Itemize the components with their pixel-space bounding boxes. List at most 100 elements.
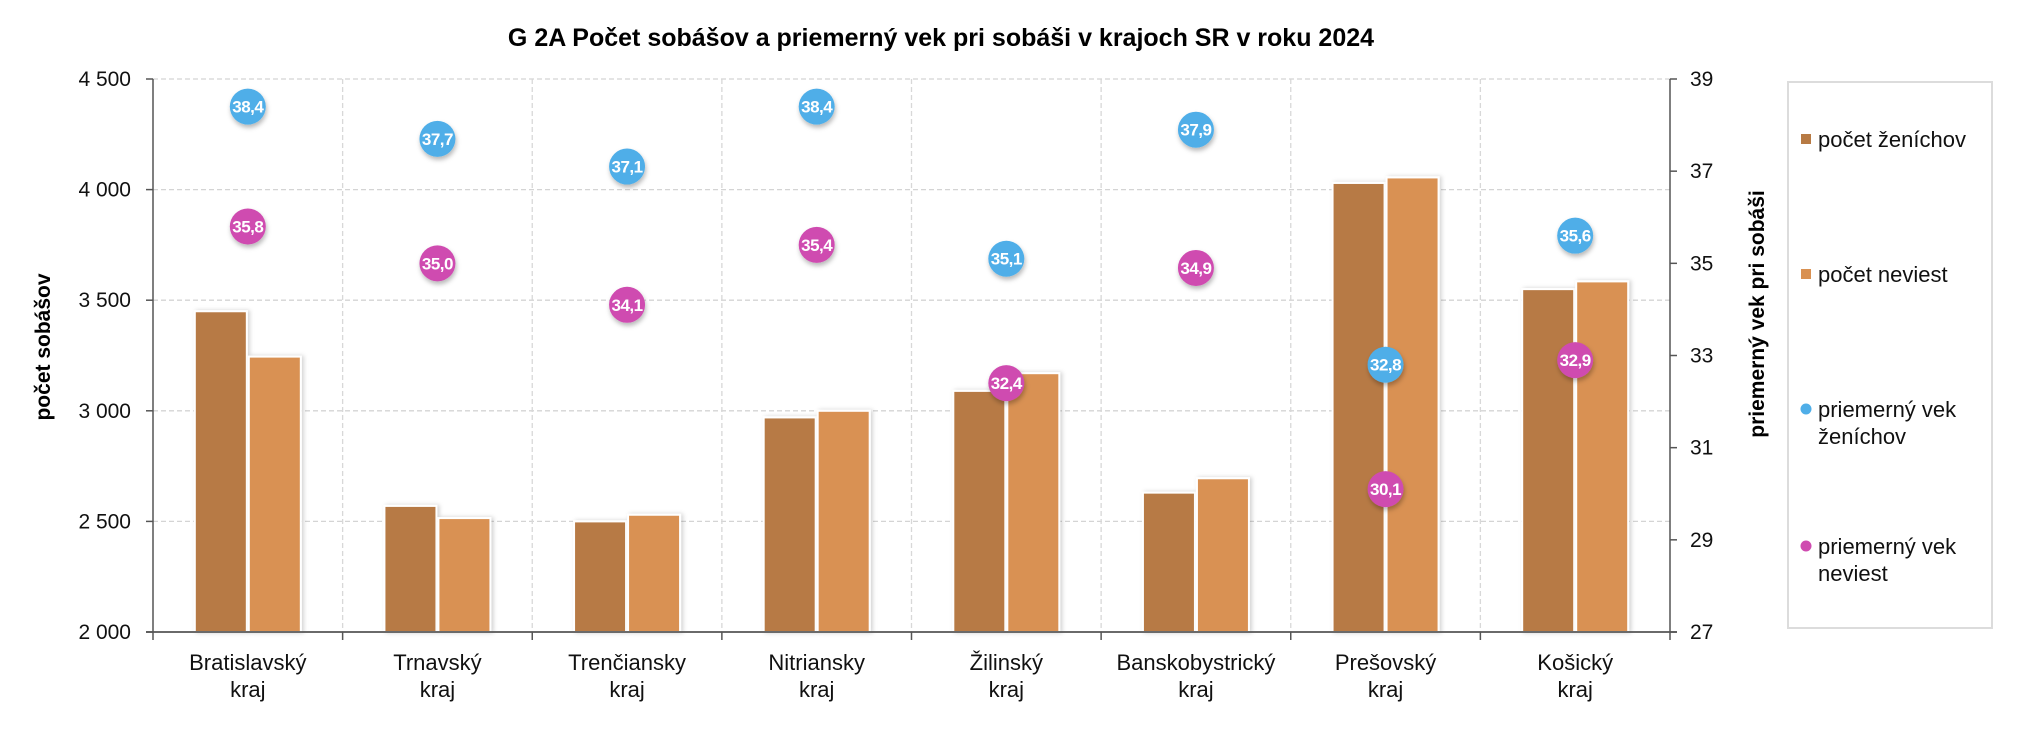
point-label: 37,9 (1180, 121, 1211, 140)
y-tick-label: 3 000 (78, 400, 131, 423)
bar-zenichov (952, 389, 1007, 633)
point-vek-zenichov: 38,4 (798, 88, 835, 125)
point-vek-neviest: 34,9 (1177, 249, 1214, 286)
legend-label: priemerný vek (1818, 534, 1957, 559)
category-label: kraj (609, 677, 644, 702)
point-vek-zenichov: 35,6 (1557, 217, 1594, 254)
bar-zenichov (762, 416, 817, 633)
bar-zenichov (383, 504, 438, 633)
point-vek-zenichov: 37,7 (419, 120, 456, 157)
point-marker (229, 208, 266, 245)
category-label: Prešovský (1335, 650, 1436, 675)
point-marker (1557, 217, 1594, 254)
point-label: 34,9 (1180, 259, 1211, 278)
y-axis-title: počet sobášov (32, 273, 55, 420)
y2-axis-title: priemerný vek pri sobáši (1746, 190, 1769, 437)
point-label: 35,8 (232, 217, 263, 236)
y2-tick-label: 29 (1690, 529, 1713, 552)
point-marker (609, 148, 646, 185)
point-marker (988, 365, 1025, 402)
point-marker (419, 120, 456, 157)
bar-zenichov (193, 310, 248, 633)
points: 38,4 37,7 37,1 38,4 35,1 37,9 32,8 35,6 35,8 35,0… (229, 88, 1594, 508)
point-vek-neviest: 35,8 (229, 208, 266, 245)
chart-title: G 2A Počet sobášov a priemerný vek pri s… (508, 24, 1374, 52)
category-label: kraj (989, 677, 1024, 702)
point-marker (1367, 471, 1404, 508)
point-marker (609, 286, 646, 323)
y2-tick-label: 37 (1690, 160, 1713, 183)
point-vek-zenichov: 38,4 (229, 88, 266, 125)
bar-neviest (816, 409, 871, 633)
y2-tick-label: 35 (1690, 252, 1713, 275)
point-marker (1557, 342, 1594, 379)
category-label: Banskobystrický (1116, 650, 1275, 675)
point-marker (798, 226, 835, 263)
point-label: 38,4 (232, 98, 264, 117)
bar-zenichov (1331, 181, 1386, 634)
point-marker (419, 245, 456, 282)
point-marker (1367, 346, 1404, 383)
bar-zenichov (1521, 288, 1576, 633)
legend-swatch (1800, 403, 1812, 415)
point-label: 35,1 (991, 250, 1022, 269)
point-label: 35,0 (422, 254, 453, 273)
category-label: Nitriansky (768, 650, 865, 675)
legend-label: počet neviest (1818, 262, 1948, 287)
y2-tick-label: 39 (1690, 68, 1713, 91)
bar-neviest (247, 355, 302, 633)
legend-label: priemerný vek (1818, 397, 1957, 422)
bars (193, 176, 1630, 634)
y-tick-label: 2 000 (78, 621, 131, 644)
legend-box (1787, 81, 1993, 629)
legend-swatch (1801, 134, 1811, 144)
legend-item-pocet-neviest: počet neviest (1801, 262, 1948, 287)
point-label: 32,4 (991, 374, 1023, 393)
y-tick-label: 3 500 (78, 289, 131, 312)
point-vek-neviest: 30,1 (1367, 471, 1404, 508)
category-label: kraj (1557, 677, 1592, 702)
y2-tick-label: 27 (1690, 621, 1713, 644)
axes: 2 000 2 500 3 000 3 500 4 000 4 500 27 29 31 33 35… (78, 68, 1713, 702)
point-vek-zenichov: 35,1 (988, 240, 1025, 277)
point-vek-neviest: 34,1 (609, 286, 646, 323)
point-marker (1177, 249, 1214, 286)
bar-zenichov (1141, 491, 1196, 634)
point-label: 35,4 (801, 236, 833, 255)
point-marker (229, 88, 266, 125)
bar-neviest (1385, 176, 1440, 634)
point-label: 38,4 (801, 98, 833, 117)
category-label: kraj (230, 677, 265, 702)
category-label: kraj (420, 677, 455, 702)
legend: počet ženíchov počet neviest priemerný vek… (1787, 81, 1993, 629)
legend-item-pocet-zenichov: počet ženíchov (1801, 127, 1966, 152)
point-vek-zenichov: 37,1 (609, 148, 646, 185)
bar-zenichov (573, 520, 628, 634)
legend-swatch (1800, 540, 1812, 552)
point-marker (988, 240, 1025, 277)
category-label: Bratislavský (189, 650, 306, 675)
category-label: Žilinský (970, 650, 1043, 675)
category-label: Košický (1537, 650, 1613, 675)
category-label: kraj (799, 677, 834, 702)
legend-label: počet ženíchov (1818, 127, 1966, 152)
point-marker (798, 88, 835, 125)
point-vek-neviest: 32,9 (1557, 342, 1594, 379)
point-label: 34,1 (612, 296, 643, 315)
point-marker (1177, 111, 1214, 148)
point-vek-neviest: 35,4 (798, 226, 835, 263)
point-label: 30,1 (1370, 480, 1401, 499)
point-vek-neviest: 32,4 (988, 365, 1025, 402)
category-label: Trenčiansky (568, 650, 686, 675)
bar-neviest (1575, 280, 1630, 633)
point-vek-zenichov: 37,9 (1177, 111, 1214, 148)
point-label: 37,1 (612, 158, 643, 177)
point-vek-zenichov: 32,8 (1367, 346, 1404, 383)
bar-neviest (627, 513, 682, 633)
bar-neviest (1006, 372, 1061, 633)
bar-neviest (1195, 477, 1250, 633)
category-label: kraj (1368, 677, 1403, 702)
legend-label: neviest (1818, 561, 1888, 586)
